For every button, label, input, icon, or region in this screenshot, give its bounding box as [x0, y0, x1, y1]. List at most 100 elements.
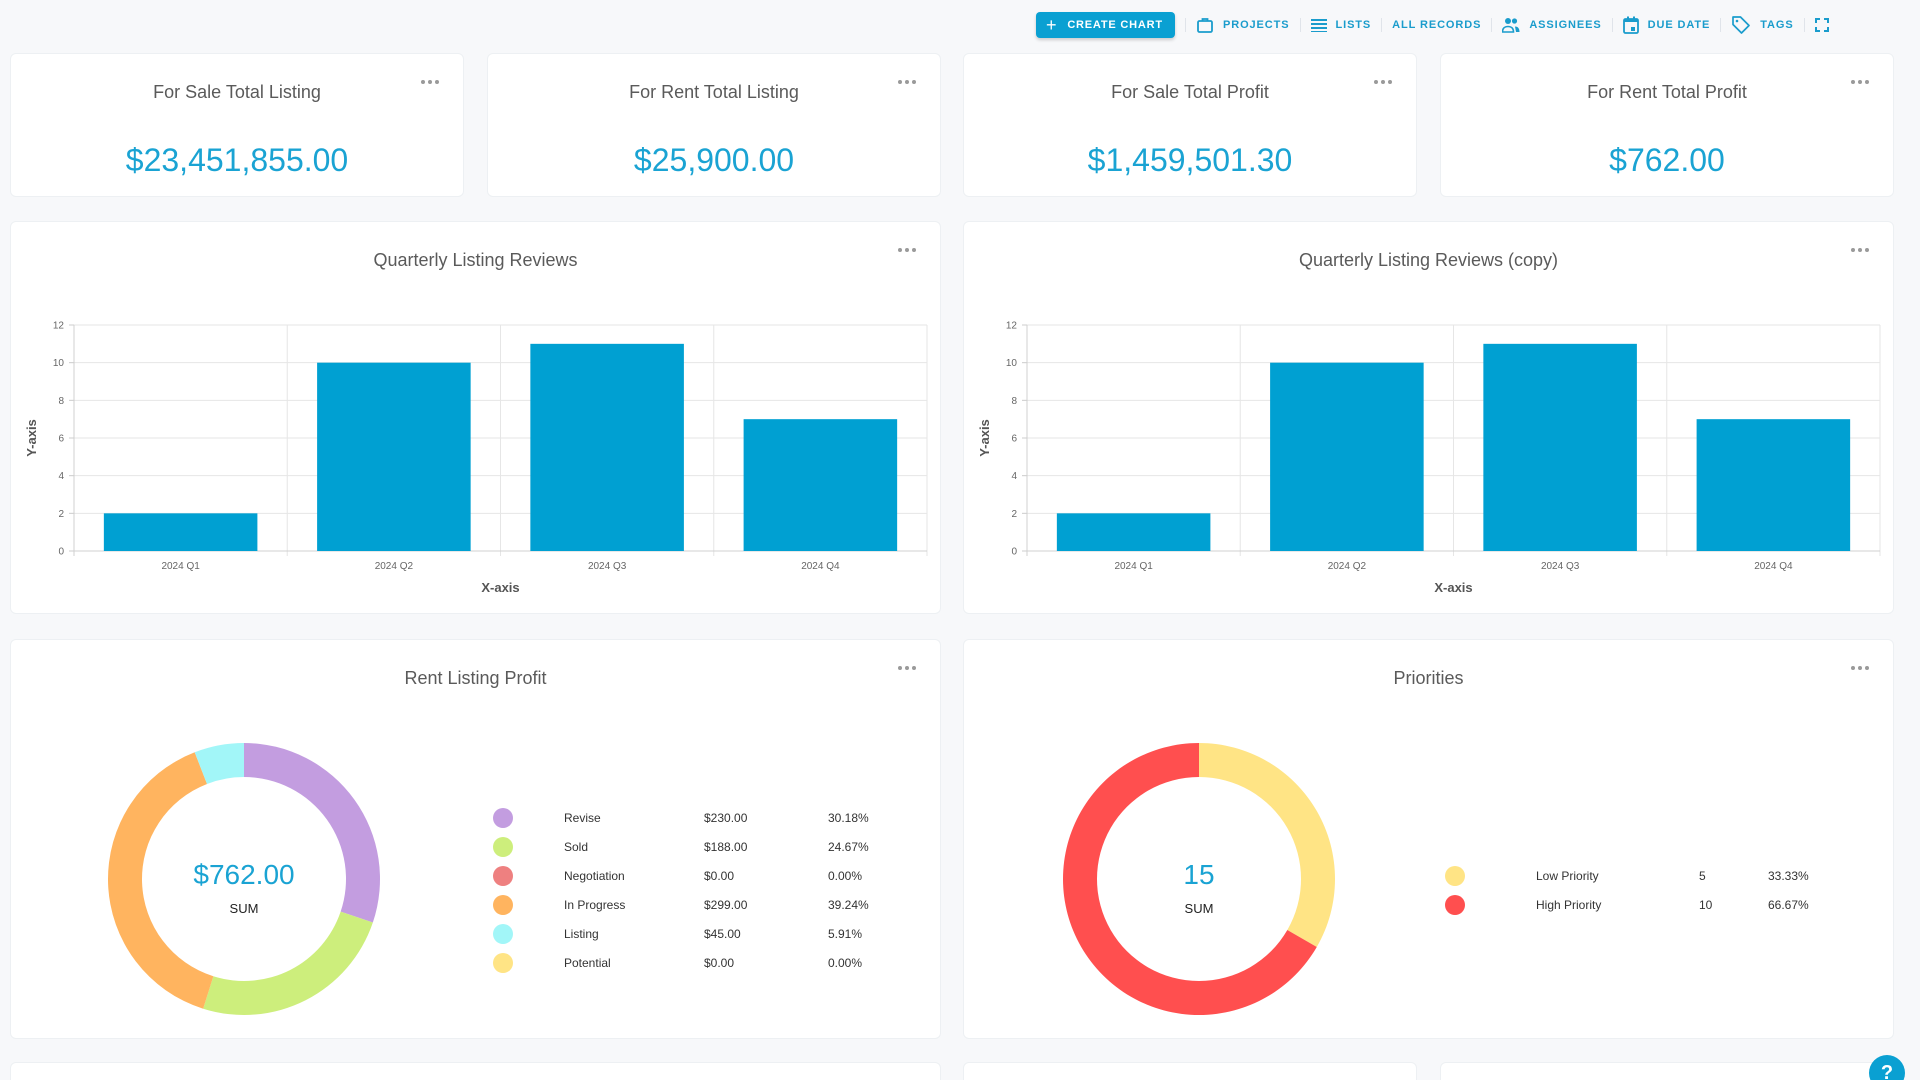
y-tick-label: 0 [1011, 547, 1017, 558]
bottom-card-3 [1440, 1062, 1894, 1080]
bar-2024-q3[interactable] [530, 343, 684, 551]
toolbar-tags[interactable]: TAGS [1731, 12, 1793, 38]
toolbar-divider [1611, 18, 1613, 32]
x-tick-label: 2024 Q2 [1328, 561, 1367, 572]
legend-percent: 39.24% [828, 898, 869, 912]
create-chart-label: CREATE CHART [1067, 19, 1163, 31]
y-tick-label: 2 [58, 509, 64, 520]
toolbar-assignees[interactable]: ASSIGNEES [1502, 12, 1601, 38]
kpi-card-for-sale-total-listing: For Sale Total Listing $23,451,855.00 [10, 53, 464, 197]
slice-low-priority[interactable] [1199, 743, 1335, 947]
legend-color-dot [493, 866, 513, 886]
more-options-icon[interactable] [898, 246, 916, 254]
x-tick-label: 2024 Q2 [375, 561, 414, 572]
kpi-card-for-rent-total-listing: For Rent Total Listing $25,900.00 [487, 53, 941, 197]
bottom-card-2 [963, 1062, 1417, 1080]
x-tick-label: 2024 Q3 [1541, 561, 1580, 572]
more-options-icon[interactable] [1851, 246, 1869, 254]
kpi-card-for-rent-total-profit: For Rent Total Profit $762.00 [1440, 53, 1894, 197]
bar-2024-q3[interactable] [1483, 343, 1637, 551]
bar-2024-q1[interactable] [103, 513, 258, 551]
legend-percent: 0.00% [828, 956, 863, 970]
y-axis-title: Y-axis [24, 419, 39, 457]
bar-2024-q4[interactable] [743, 419, 898, 551]
y-tick-label: 6 [1011, 434, 1017, 445]
bar-2024-q4[interactable] [1696, 419, 1851, 551]
chart-title: Quarterly Listing Reviews (copy) [1298, 250, 1559, 270]
more-options-icon[interactable] [421, 78, 439, 86]
legend-color-dot [493, 953, 513, 973]
legend-value: $45.00 [704, 927, 741, 941]
more-options-icon[interactable] [1374, 78, 1392, 86]
more-options-icon[interactable] [898, 664, 916, 672]
x-tick-label: 2024 Q4 [1754, 561, 1793, 572]
y-tick-label: 4 [1011, 471, 1017, 482]
toolbar-divider [1381, 18, 1383, 32]
kpi-title: For Rent Total Profit [1587, 82, 1747, 102]
help-button[interactable]: ? [1869, 1055, 1905, 1080]
x-tick-label: 2024 Q3 [588, 561, 627, 572]
y-tick-label: 12 [1006, 321, 1018, 332]
legend-label: Negotiation [564, 869, 625, 883]
bar-chart-card-quarterly-listing-reviews-copy: Quarterly Listing Reviews (copy) 0 2 4 6 8 10… [963, 221, 1894, 614]
legend-color-dot [493, 837, 513, 857]
donut-center-label: SUM [1184, 901, 1214, 916]
x-tick-label: 2024 Q1 [161, 561, 200, 572]
toolbar-due-date[interactable]: DUE DATE [1622, 12, 1711, 38]
legend-label: Revise [564, 811, 601, 825]
bar-2024-q2[interactable] [317, 362, 471, 551]
toolbar-lists-label: LISTS [1335, 19, 1372, 31]
toolbar-tags-label: TAGS [1760, 19, 1794, 31]
kpi-value: $762.00 [1609, 142, 1725, 178]
donut-chart-card-rent-listing-profit: Rent Listing Profit $762.00 SUM Revise $2… [10, 639, 941, 1039]
bottom-card-1 [10, 1062, 941, 1080]
kpi-title: For Rent Total Listing [629, 82, 799, 102]
slice-sold[interactable] [203, 911, 373, 1015]
briefcase-icon [1197, 18, 1213, 33]
legend-value: $0.00 [704, 956, 735, 970]
slice-in-progress[interactable] [108, 752, 214, 1009]
toolbar-all-records-label: ALL RECORDS [1392, 19, 1482, 31]
y-tick-label: 8 [1011, 396, 1017, 407]
list-icon [1310, 19, 1327, 32]
more-options-icon[interactable] [898, 78, 916, 86]
legend-percent: 0.00% [828, 869, 863, 883]
x-axis-title: X-axis [1434, 580, 1472, 595]
bar-2024-q1[interactable] [1056, 513, 1211, 551]
legend-percent: 30.18% [828, 811, 869, 825]
legend-value: 5 [1699, 869, 1706, 883]
toolbar-lists[interactable]: LISTS [1310, 12, 1372, 38]
fullscreen-button[interactable] [1814, 12, 1838, 38]
legend-value: $299.00 [704, 898, 748, 912]
legend-value: $0.00 [704, 869, 735, 883]
legend-color-dot [1445, 866, 1465, 886]
bar-chart: 0 2 4 6 8 10 12 2024 Q1 2024 Q2 2024 Q3 2024 Q4 X-a… [977, 321, 1881, 595]
fullscreen-icon [1814, 18, 1829, 32]
kpi-value: $25,900.00 [633, 142, 795, 178]
bar-2024-q2[interactable] [1270, 362, 1424, 551]
toolbar-all-records[interactable]: ALL RECORDS [1392, 12, 1481, 38]
legend-label: Listing [564, 927, 599, 941]
create-chart-button[interactable]: + CREATE CHART [1036, 12, 1175, 38]
slice-listing[interactable] [194, 743, 244, 784]
toolbar-due-date-label: DUE DATE [1647, 19, 1711, 31]
x-axis-title: X-axis [481, 580, 519, 595]
plus-icon: + [1046, 15, 1058, 35]
toolbar-assignees-label: ASSIGNEES [1529, 19, 1602, 31]
legend-label: Low Priority [1536, 869, 1599, 883]
y-tick-label: 2 [1011, 509, 1017, 520]
toolbar-divider [1299, 18, 1301, 32]
toolbar: + CREATE CHART PROJECTS LISTS ALL RECORD… [1036, 12, 1838, 38]
more-options-icon[interactable] [1851, 78, 1869, 86]
y-tick-label: 6 [58, 434, 64, 445]
slice-revise[interactable] [244, 743, 380, 923]
legend-percent: 66.67% [1768, 898, 1809, 912]
y-axis-title: Y-axis [977, 419, 992, 457]
x-tick-label: 2024 Q4 [801, 561, 840, 572]
donut-center-value: 15 [1183, 859, 1215, 890]
donut-center: $762.00 SUM [144, 859, 344, 916]
y-tick-label: 4 [58, 471, 64, 482]
toolbar-projects[interactable]: PROJECTS [1196, 12, 1290, 38]
more-options-icon[interactable] [1851, 664, 1869, 672]
toolbar-divider [1491, 18, 1493, 32]
